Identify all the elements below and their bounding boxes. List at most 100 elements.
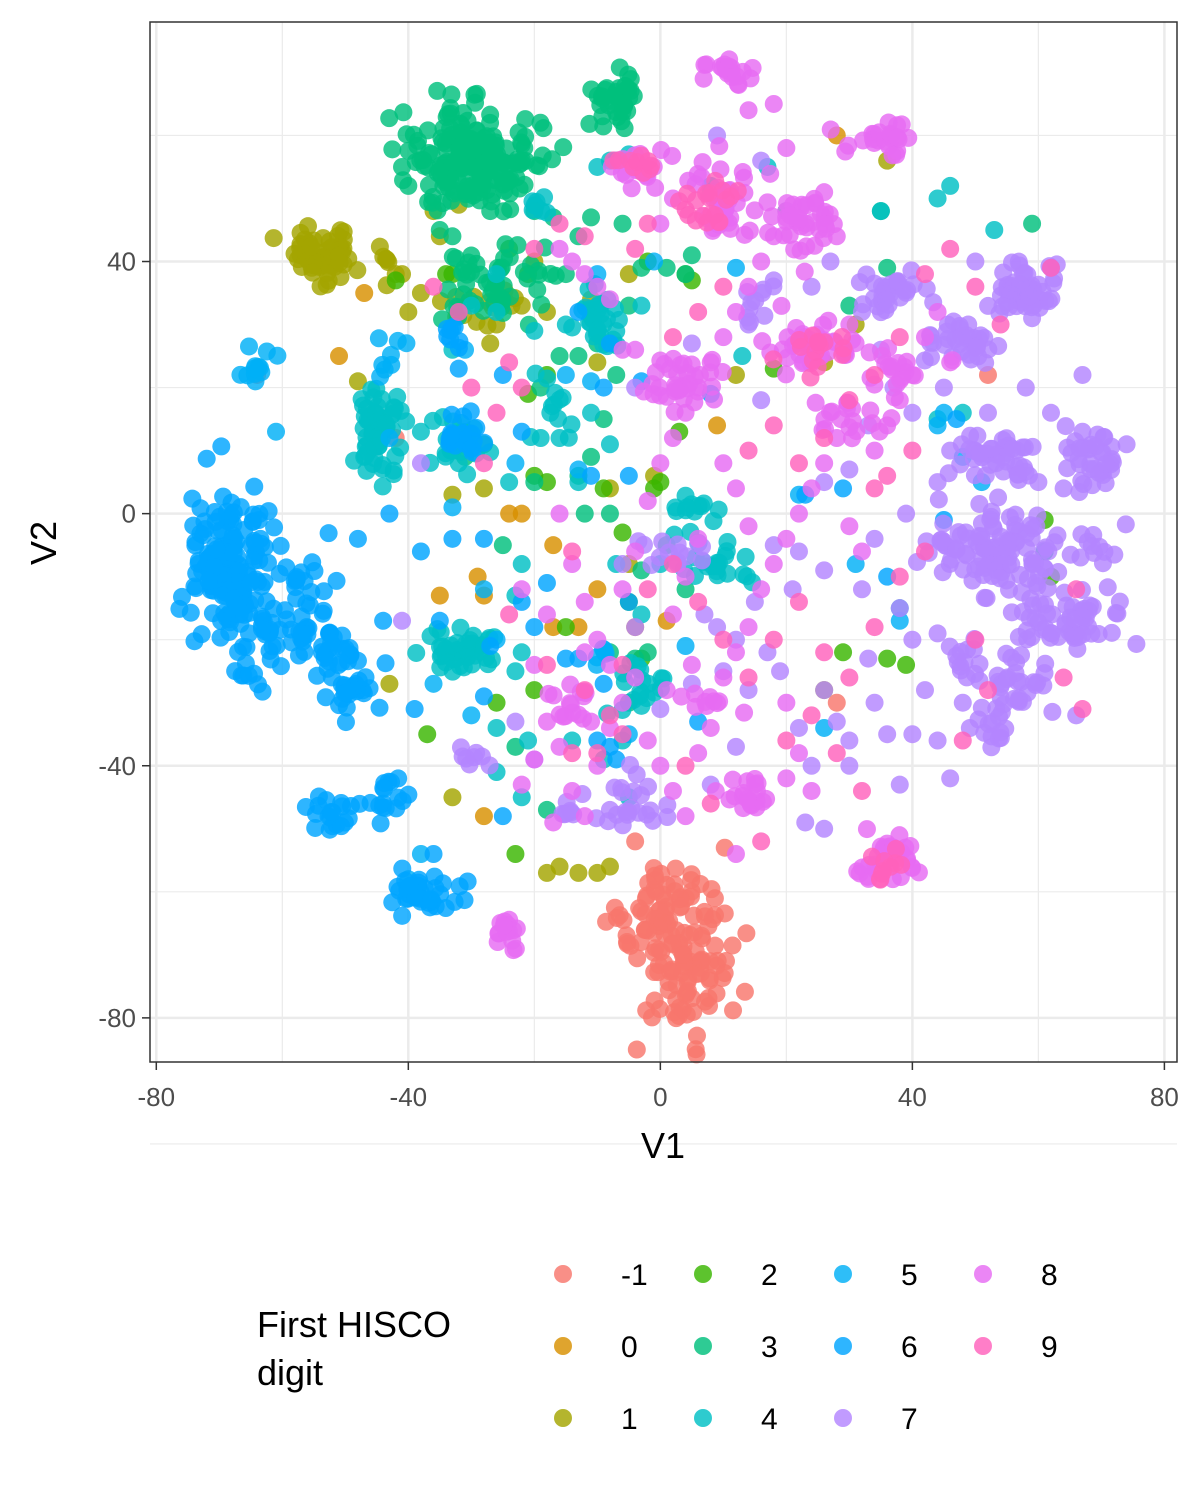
data-point xyxy=(738,789,757,808)
data-point xyxy=(821,120,840,139)
data-point xyxy=(934,514,953,533)
data-point xyxy=(588,277,607,296)
data-point xyxy=(569,347,588,366)
data-point xyxy=(380,109,399,128)
data-point xyxy=(707,956,726,975)
data-point xyxy=(706,936,725,955)
data-point xyxy=(663,328,682,347)
data-point xyxy=(245,364,264,383)
data-point xyxy=(600,706,619,725)
data-point xyxy=(229,642,248,661)
data-point xyxy=(575,681,594,700)
data-point xyxy=(801,368,820,387)
data-point xyxy=(667,502,686,521)
data-point xyxy=(537,473,556,492)
data-point xyxy=(582,466,601,485)
data-point xyxy=(211,628,230,647)
data-point xyxy=(559,428,578,447)
data-point xyxy=(1002,555,1021,574)
x-axis: -80 -40 0 40 80 xyxy=(138,1062,1179,1112)
data-point xyxy=(563,744,582,763)
data-point xyxy=(575,807,594,826)
data-point xyxy=(852,542,871,561)
data-point xyxy=(776,365,795,384)
data-point xyxy=(609,151,628,170)
data-point xyxy=(443,485,462,504)
data-point xyxy=(689,302,708,321)
data-point xyxy=(1106,604,1125,623)
data-point xyxy=(560,694,579,713)
data-point xyxy=(563,318,582,337)
data-point xyxy=(989,337,1008,356)
data-point xyxy=(865,693,884,712)
data-point xyxy=(701,794,720,813)
data-point xyxy=(1021,516,1040,535)
data-point xyxy=(423,193,442,212)
plot-border xyxy=(149,21,1178,1063)
data-point xyxy=(335,813,354,832)
data-point xyxy=(626,618,645,637)
data-point xyxy=(755,306,774,325)
data-point xyxy=(600,857,619,876)
data-point xyxy=(514,262,533,281)
data-point xyxy=(714,328,733,347)
data-point xyxy=(619,466,638,485)
data-point xyxy=(1071,548,1090,567)
data-point xyxy=(651,473,670,492)
data-point xyxy=(897,352,916,371)
data-point xyxy=(471,265,490,284)
data-point xyxy=(1028,577,1047,596)
data-point xyxy=(708,416,727,435)
data-point xyxy=(487,403,506,422)
data-point xyxy=(537,863,556,882)
data-point xyxy=(613,580,632,599)
legend-key xyxy=(554,1265,572,1283)
data-point xyxy=(506,454,525,473)
data-point xyxy=(588,744,607,763)
data-point xyxy=(480,756,499,775)
data-point xyxy=(947,410,966,429)
data-point xyxy=(968,426,987,445)
data-point xyxy=(1097,455,1116,474)
data-point xyxy=(475,433,494,452)
data-point xyxy=(1081,460,1100,479)
data-point xyxy=(588,580,607,599)
data-point xyxy=(554,138,573,157)
data-point xyxy=(533,146,552,165)
data-point xyxy=(437,265,456,284)
data-point xyxy=(651,214,670,233)
data-point xyxy=(803,326,822,345)
data-point xyxy=(1002,648,1021,667)
data-point xyxy=(463,158,482,177)
data-point xyxy=(563,252,582,271)
data-point xyxy=(628,949,647,968)
data-point xyxy=(454,103,473,122)
data-point xyxy=(331,221,350,240)
data-point xyxy=(331,268,350,287)
data-point xyxy=(277,610,296,629)
data-point xyxy=(1117,435,1136,454)
data-point xyxy=(736,547,755,566)
data-point xyxy=(449,359,468,378)
data-point xyxy=(840,731,859,750)
data-point xyxy=(1084,526,1103,545)
data-point xyxy=(879,339,898,358)
data-point xyxy=(726,479,745,498)
data-point xyxy=(348,529,367,548)
data-point xyxy=(594,378,613,397)
data-point xyxy=(619,65,638,84)
data-point xyxy=(1006,516,1025,535)
data-point xyxy=(575,227,594,246)
data-point xyxy=(689,744,708,763)
data-point xyxy=(374,779,393,798)
data-point xyxy=(424,845,443,863)
data-point xyxy=(594,479,613,498)
data-point xyxy=(928,302,947,321)
data-point xyxy=(764,350,783,369)
data-point xyxy=(512,378,531,397)
data-point xyxy=(789,454,808,473)
data-point xyxy=(352,390,371,409)
data-point xyxy=(582,403,601,422)
data-point xyxy=(515,175,534,194)
data-point xyxy=(878,725,897,744)
